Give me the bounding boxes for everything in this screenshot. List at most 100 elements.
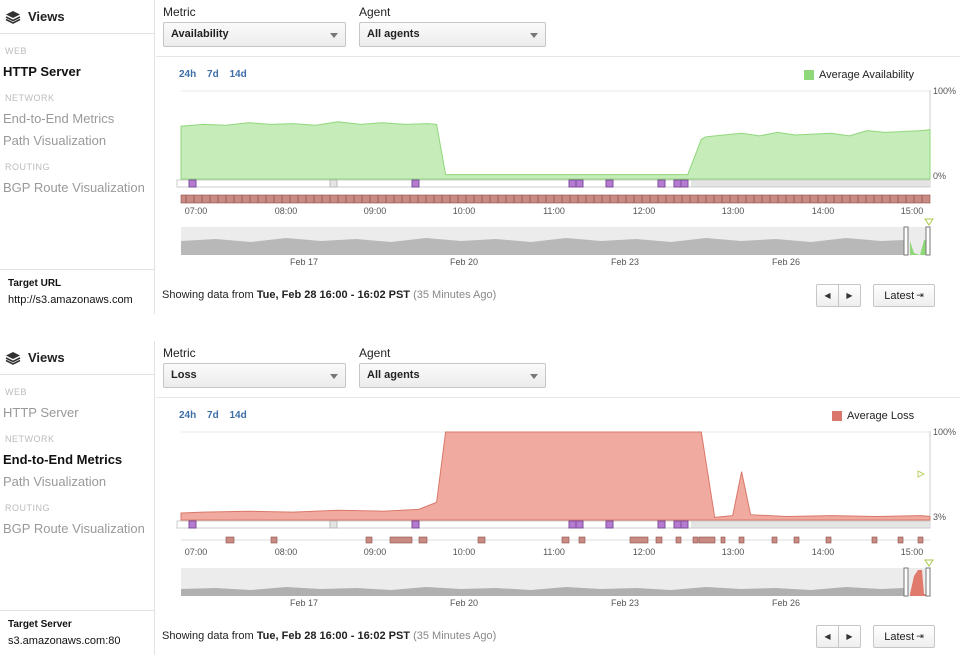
overview-right-handle[interactable] (925, 226, 931, 256)
loss-area (180, 431, 931, 521)
event-marker[interactable] (673, 179, 682, 188)
event-marker[interactable] (680, 179, 689, 188)
nav-item-http-server[interactable]: HTTP Server (3, 64, 81, 79)
chevron-down-icon (530, 33, 538, 38)
loss-chart[interactable]: 100% 3% 07:00 (156, 398, 960, 623)
chevron-down-icon (330, 33, 338, 38)
layers-icon (5, 351, 21, 365)
filter-toolbar: Metric Loss Agent All agents (156, 341, 960, 398)
overview-tick: Feb 17 (290, 598, 318, 608)
range-7d-link[interactable]: 7d (207, 69, 219, 80)
chart-legend[interactable]: Average Loss (832, 410, 914, 422)
range-24h-link[interactable]: 24h (179, 69, 197, 80)
data-range-prefix: Showing data from (162, 289, 254, 301)
chevron-down-icon (330, 374, 338, 379)
overview-tick: Feb 20 (450, 598, 478, 608)
range-14d-link[interactable]: 14d (229, 69, 247, 80)
legend-swatch (832, 411, 842, 421)
metric-select[interactable]: Loss (163, 363, 346, 388)
nav-item-bgp-route-visualization[interactable]: BGP Route Visualization (3, 521, 145, 536)
latest-button[interactable]: Latest ⇥ (873, 625, 935, 648)
metric-select[interactable]: Availability (163, 22, 346, 47)
overview-right-handle[interactable] (925, 567, 931, 597)
time-tick: 15:00 (901, 206, 924, 216)
data-range-value: Tue, Feb 28 16:00 - 16:02 PST (256, 289, 411, 301)
previous-button[interactable]: ◀ (817, 626, 839, 647)
next-button[interactable]: ▶ (839, 626, 860, 647)
nav-item-end-to-end-metrics[interactable]: End-to-End Metrics (3, 111, 115, 126)
event-marker[interactable] (575, 179, 584, 188)
event-marker[interactable] (188, 179, 197, 188)
time-pager: ◀ ▶ (816, 625, 861, 648)
time-tick: 10:00 (453, 206, 476, 216)
overview-selected-area (910, 240, 930, 255)
agent-select[interactable]: All agents (359, 22, 546, 47)
target-value: http://s3.amazonaws.com (8, 294, 133, 306)
overview-tick: Feb 26 (772, 598, 800, 608)
previous-button[interactable]: ◀ (817, 285, 839, 306)
jump-to-end-icon: ⇥ (916, 290, 924, 300)
data-range-value: Tue, Feb 28 16:00 - 16:02 PST (256, 630, 411, 642)
target-info: Target URL http://s3.amazonaws.com (0, 269, 154, 306)
current-time-marker-icon (924, 218, 934, 226)
time-tick: 09:00 (364, 206, 387, 216)
section-label-network: NETWORK (5, 93, 55, 103)
latest-button[interactable]: Latest ⇥ (873, 284, 935, 307)
event-marker[interactable] (329, 520, 338, 529)
nav-item-end-to-end-metrics[interactable]: End-to-End Metrics (3, 452, 123, 467)
nav-item-http-server[interactable]: HTTP Server (3, 405, 79, 420)
availability-panel: Views WEB HTTP Server NETWORK End-to-End… (0, 0, 960, 329)
time-pager: ◀ ▶ (816, 284, 861, 307)
y-axis-bottom-label: 3% (933, 512, 946, 522)
event-marker[interactable] (411, 179, 420, 188)
loss-panel: Views WEB HTTP Server NETWORK End-to-End… (0, 341, 960, 660)
overview-tick: Feb 26 (772, 257, 800, 267)
availability-chart[interactable]: 100% 0% 07:00 08:00 09:00 10:00 11:00 12… (156, 57, 960, 282)
event-marker[interactable] (329, 179, 338, 188)
time-tick: 13:00 (722, 547, 745, 557)
metric-select-value: Availability (171, 28, 229, 40)
chart-legend[interactable]: Average Availability (804, 69, 914, 81)
overview-left-handle[interactable] (903, 226, 909, 256)
range-7d-link[interactable]: 7d (207, 410, 219, 421)
time-tick: 11:00 (543, 547, 565, 557)
time-range-links: 24h 7d 14d (179, 410, 255, 421)
nav-item-path-visualization[interactable]: Path Visualization (3, 474, 107, 489)
overview-area (181, 587, 904, 596)
time-tick: 14:00 (812, 547, 835, 557)
next-button[interactable]: ▶ (839, 285, 860, 306)
event-marker[interactable] (605, 179, 614, 188)
event-marker[interactable] (605, 520, 614, 529)
caret-left-icon: ◀ (824, 632, 831, 641)
time-range-links: 24h 7d 14d (179, 69, 255, 80)
range-24h-link[interactable]: 24h (179, 410, 197, 421)
event-marker[interactable] (568, 520, 577, 529)
nav-item-path-visualization[interactable]: Path Visualization (3, 133, 107, 148)
event-marker[interactable] (673, 520, 682, 529)
event-marker[interactable] (657, 520, 666, 529)
event-marker[interactable] (680, 520, 689, 529)
time-tick: 11:00 (543, 206, 565, 216)
overview-selected-area (910, 570, 930, 596)
latest-button-label: Latest (884, 630, 915, 643)
section-label-web: WEB (5, 46, 28, 56)
time-tick: 07:00 (185, 206, 208, 216)
event-marker[interactable] (188, 520, 197, 529)
alert-band (225, 536, 924, 544)
y-axis-top-label: 100% (933, 86, 956, 96)
agent-select[interactable]: All agents (359, 363, 546, 388)
agent-select-value: All agents (367, 28, 420, 40)
nav-item-bgp-route-visualization[interactable]: BGP Route Visualization (3, 180, 145, 195)
metric-label: Metric (163, 346, 196, 360)
event-marker[interactable] (568, 179, 577, 188)
caret-left-icon: ◀ (824, 291, 831, 300)
event-marker[interactable] (575, 520, 584, 529)
overview-left-handle[interactable] (903, 567, 909, 597)
range-14d-link[interactable]: 14d (229, 410, 247, 421)
time-tick: 15:00 (901, 547, 924, 557)
agent-label: Agent (359, 346, 391, 360)
event-strip-shade (691, 521, 930, 528)
data-range-ago: (35 Minutes Ago) (413, 630, 497, 642)
event-marker[interactable] (657, 179, 666, 188)
event-marker[interactable] (411, 520, 420, 529)
